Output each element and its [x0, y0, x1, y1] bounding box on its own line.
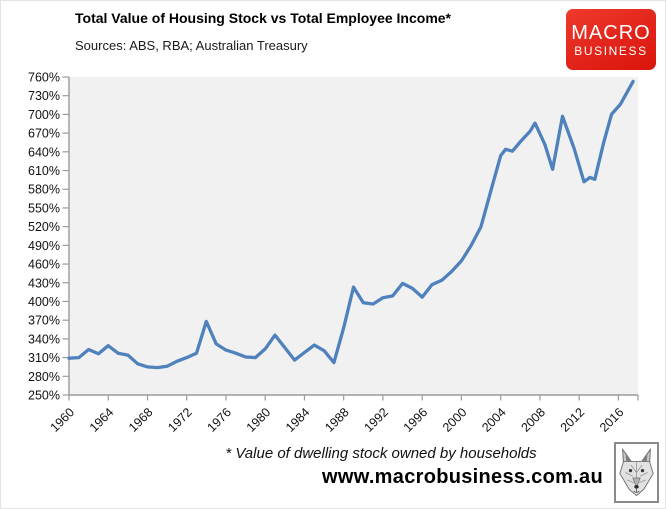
y-tick-label: 580% — [28, 183, 60, 197]
y-tick-label: 250% — [28, 389, 60, 403]
x-tick-label: 1984 — [283, 405, 313, 435]
x-tick-label: 2004 — [479, 405, 509, 435]
axes — [68, 77, 638, 396]
website-url: www.macrobusiness.com.au — [322, 466, 603, 488]
logo-text-macro: MACRO — [571, 21, 651, 44]
x-tick-label: 2008 — [518, 405, 548, 435]
x-tick-label: 1964 — [87, 405, 117, 435]
x-tick-label: 1988 — [322, 405, 352, 435]
line-chart-svg: 250% 280% 310% 340% 370% 400% 430% 460% 490% 520%… — [28, 71, 639, 435]
x-tick-label: 1972 — [165, 405, 195, 435]
x-tick-label: 1976 — [205, 405, 235, 435]
y-tick-label: 670% — [28, 127, 60, 141]
y-tick-label: 340% — [28, 332, 60, 346]
plot-area — [69, 77, 638, 395]
y-tick-label: 760% — [28, 71, 60, 85]
x-tick-label: 2016 — [597, 405, 627, 435]
chart-footnote: * Value of dwelling stock owned by house… — [225, 445, 537, 462]
x-tick-label: 1968 — [126, 405, 156, 435]
x-tick-label: 2012 — [558, 405, 588, 435]
x-tick-label: 2000 — [440, 405, 470, 435]
x-tick-label: 1996 — [401, 405, 431, 435]
x-tick-label: 1992 — [361, 405, 391, 435]
x-tick-label: 1960 — [48, 405, 78, 435]
y-tick-label: 400% — [28, 295, 60, 309]
y-tick-label: 640% — [28, 145, 60, 159]
data-series-line — [67, 79, 635, 370]
y-tick-label: 550% — [28, 201, 60, 215]
y-tick-label: 280% — [28, 370, 60, 384]
y-tick-label: 730% — [28, 89, 60, 103]
logo-text-business: BUSINESS — [574, 43, 648, 58]
x-tick-label: 1980 — [244, 405, 274, 435]
y-tick-label: 370% — [28, 314, 60, 328]
y-tick-label: 520% — [28, 220, 60, 234]
wolf-logo-box — [614, 442, 659, 503]
wolf-icon — [619, 447, 654, 497]
sources-note: Sources: ABS, RBA; Australian Treasury — [75, 38, 308, 53]
page-title: Total Value of Housing Stock vs Total Em… — [75, 10, 452, 26]
macrobusiness-logo: MACRO BUSINESS — [566, 9, 656, 70]
y-tick-label: 700% — [28, 108, 60, 122]
y-tick-label: 610% — [28, 164, 60, 178]
y-tick-label: 310% — [28, 351, 60, 365]
y-tick-label: 430% — [28, 276, 60, 290]
y-tick-label: 460% — [28, 258, 60, 272]
y-tick-label: 490% — [28, 239, 60, 253]
